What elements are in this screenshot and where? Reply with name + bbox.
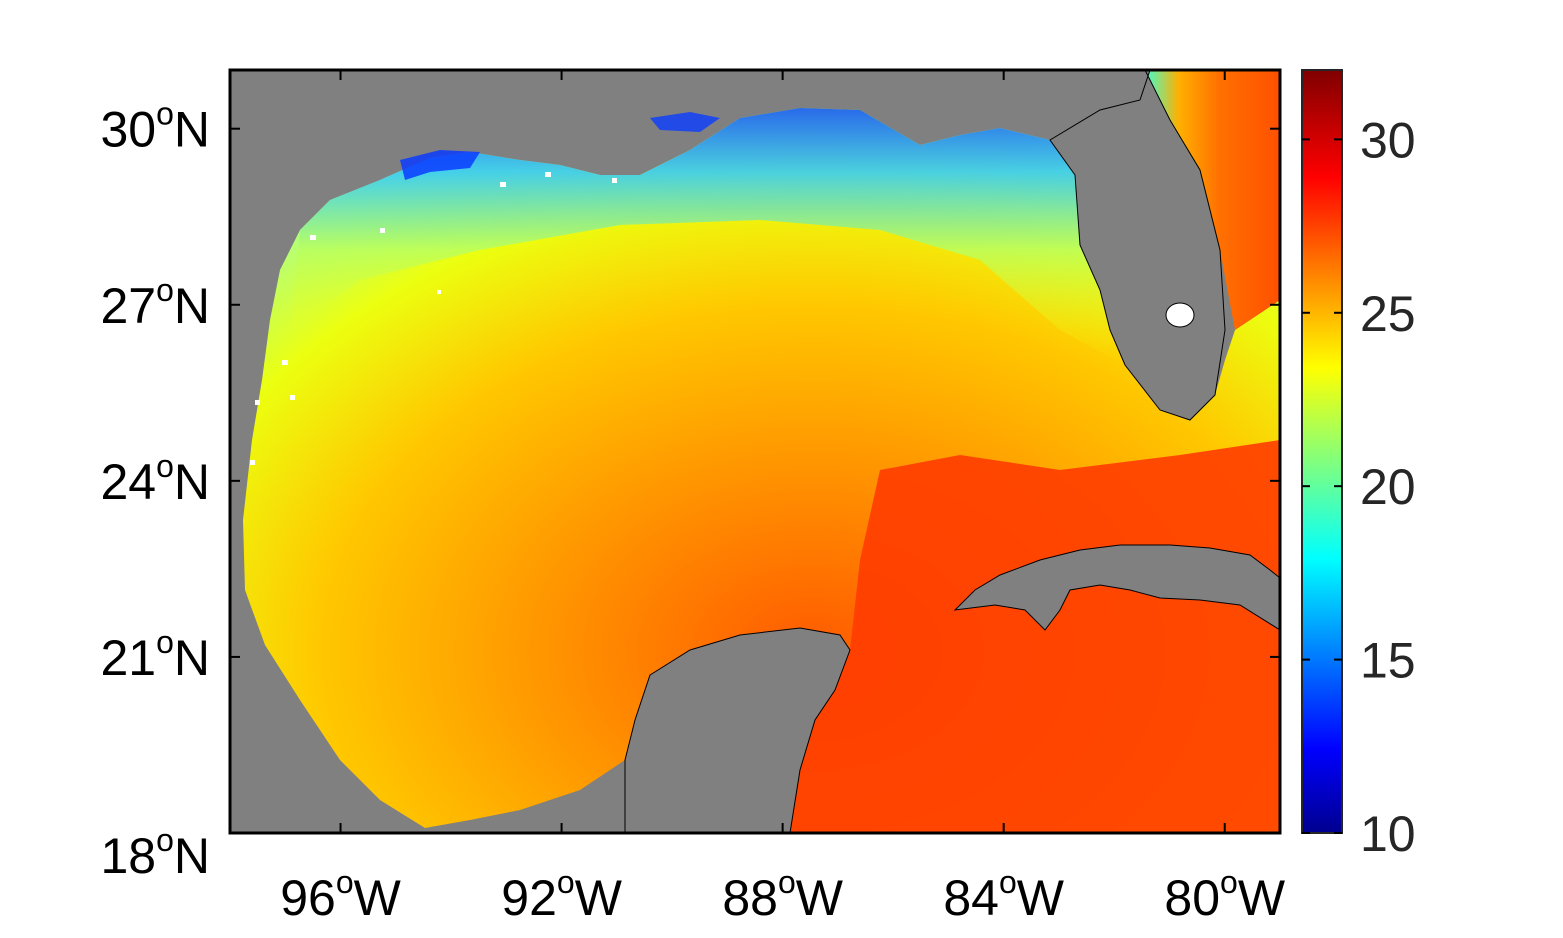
lake-okeechobee: [1165, 302, 1195, 328]
lon-degree-value: 92: [501, 870, 557, 926]
colorbar: 30 25 20 15 10: [1301, 69, 1416, 862]
colorbar-tick-label: 15: [1360, 633, 1416, 689]
lat-label: 21oN: [100, 624, 210, 686]
degree-symbol: o: [778, 864, 796, 900]
lat-label: 24oN: [100, 448, 210, 510]
lat-label: 18oN: [100, 822, 210, 884]
lon-degree-value: 96: [280, 870, 336, 926]
coastal-nodata: [250, 172, 617, 465]
lat-degree-value: 24: [100, 454, 156, 510]
atlantic-water: [1145, 70, 1280, 330]
lat-hemisphere: N: [174, 102, 210, 158]
longitude-labels: 96oW 92oW 88oW 84oW 80oW: [280, 864, 1286, 926]
lon-degree-value: 88: [722, 870, 778, 926]
lat-label: 30oN: [100, 96, 210, 158]
lon-hemisphere: W: [1238, 870, 1286, 926]
lat-hemisphere: N: [174, 828, 210, 884]
nearshore-cold-water: [400, 150, 480, 180]
lon-hemisphere: W: [796, 870, 844, 926]
lon-label: 88oW: [722, 864, 843, 926]
colorbar-tick-label: 30: [1360, 112, 1416, 168]
degree-symbol: o: [1220, 864, 1238, 900]
lon-degree-value: 84: [943, 870, 999, 926]
lon-hemisphere: W: [575, 870, 623, 926]
colorbar-tick-label: 20: [1360, 459, 1416, 515]
degree-symbol: o: [999, 864, 1017, 900]
colorbar-gradient: [1302, 70, 1342, 833]
degree-symbol: o: [557, 864, 575, 900]
lon-hemisphere: W: [354, 870, 402, 926]
lat-hemisphere: N: [174, 278, 210, 334]
degree-symbol: o: [156, 272, 174, 308]
lon-label: 92oW: [501, 864, 622, 926]
florida-landmass: [1049, 70, 1226, 421]
lon-label: 80oW: [1164, 864, 1285, 926]
lon-hemisphere: W: [1017, 870, 1065, 926]
northern-shelf-water: [290, 108, 1125, 365]
caribbean-water: [790, 440, 1280, 833]
colorbar-ticks: 30 25 20 15 10: [1302, 112, 1416, 862]
colorbar-tick-label: 25: [1360, 286, 1416, 342]
lat-label: 27oN: [100, 272, 210, 334]
degree-symbol: o: [336, 864, 354, 900]
degree-symbol: o: [156, 822, 174, 858]
degree-symbol: o: [156, 96, 174, 132]
yucatan-landmass: [624, 627, 851, 833]
colorbar-frame: [1301, 69, 1343, 834]
map-ticks: [230, 70, 1280, 834]
lon-label: 96oW: [280, 864, 401, 926]
lon-degree-value: 80: [1164, 870, 1220, 926]
lat-hemisphere: N: [174, 454, 210, 510]
degree-symbol: o: [156, 448, 174, 484]
map-frame: [228, 68, 1282, 835]
lat-degree-value: 21: [100, 630, 156, 686]
lat-degree-value: 30: [100, 102, 156, 158]
lat-hemisphere: N: [174, 630, 210, 686]
colorbar-tick-label: 10: [1360, 806, 1416, 862]
map-panel: [230, 70, 1280, 833]
cuba-landmass: [953, 544, 1280, 631]
mississippi-delta-cold: [650, 112, 720, 132]
lat-degree-value: 27: [100, 278, 156, 334]
degree-symbol: o: [156, 624, 174, 660]
lon-label: 84oW: [943, 864, 1064, 926]
lat-degree-value: 18: [100, 828, 156, 884]
